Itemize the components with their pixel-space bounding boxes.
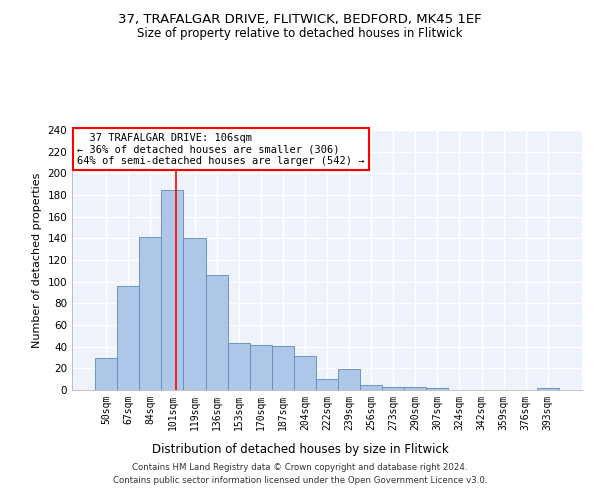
Text: 37, TRAFALGAR DRIVE, FLITWICK, BEDFORD, MK45 1EF: 37, TRAFALGAR DRIVE, FLITWICK, BEDFORD, …: [118, 12, 482, 26]
Text: Size of property relative to detached houses in Flitwick: Size of property relative to detached ho…: [137, 28, 463, 40]
Y-axis label: Number of detached properties: Number of detached properties: [32, 172, 42, 348]
Text: Contains HM Land Registry data © Crown copyright and database right 2024.: Contains HM Land Registry data © Crown c…: [132, 464, 468, 472]
Bar: [427, 388, 448, 390]
Bar: [184, 238, 206, 390]
Bar: [404, 387, 427, 390]
Text: 37 TRAFALGAR DRIVE: 106sqm  
← 36% of detached houses are smaller (306)
64% of s: 37 TRAFALGAR DRIVE: 106sqm ← 36% of deta…: [77, 132, 365, 166]
Bar: [294, 356, 316, 390]
Bar: [95, 358, 117, 390]
Bar: [161, 190, 184, 390]
Bar: [537, 388, 559, 390]
Bar: [382, 387, 404, 390]
Bar: [360, 384, 382, 390]
Bar: [338, 370, 360, 390]
Text: Contains public sector information licensed under the Open Government Licence v3: Contains public sector information licen…: [113, 476, 487, 485]
Bar: [227, 344, 250, 390]
Text: Distribution of detached houses by size in Flitwick: Distribution of detached houses by size …: [152, 442, 448, 456]
Bar: [250, 344, 272, 390]
Bar: [316, 379, 338, 390]
Bar: [206, 275, 227, 390]
Bar: [272, 346, 294, 390]
Bar: [117, 286, 139, 390]
Bar: [139, 238, 161, 390]
